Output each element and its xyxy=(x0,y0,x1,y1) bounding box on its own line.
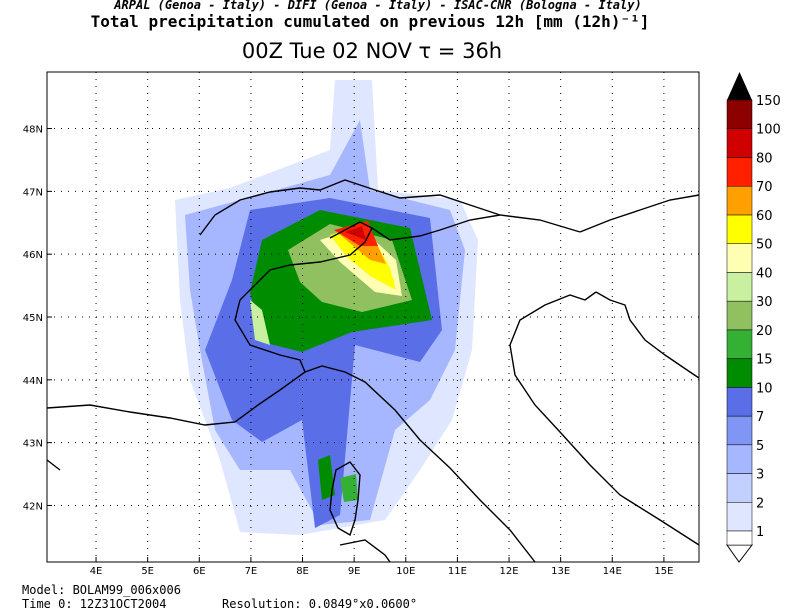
graticule xyxy=(47,72,699,562)
colorbar-label: 40 xyxy=(756,266,773,281)
colorbar-overflow xyxy=(727,72,752,100)
colorbar-segment xyxy=(726,243,753,273)
precip-area xyxy=(345,226,366,240)
precip-field xyxy=(175,80,478,535)
x-tick-label: 9E xyxy=(348,566,361,577)
y-tick-label: 47N xyxy=(23,187,43,198)
x-tick-label: 11E xyxy=(448,566,467,577)
colorbar-label: 1 xyxy=(756,525,764,540)
colorbar-label: 5 xyxy=(756,439,764,454)
colorbar-segment xyxy=(726,214,753,244)
colorbar-label: 80 xyxy=(756,151,773,166)
x-tick-label: 6E xyxy=(193,566,206,577)
subtitle: 00Z Tue 02 NOV τ = 36h xyxy=(242,39,502,63)
colorbar-segment xyxy=(726,444,753,474)
colorbar: 1 2 3 5 7 10 15 20 30 40 50 60 70 80 100 150 xyxy=(726,72,781,563)
x-tick-label: 10E xyxy=(396,566,415,577)
colorbar-segment xyxy=(726,272,753,302)
axes: 4E 5E 6E 7E 8E 9E 10E 11E 12E 13E 14E 15E 42N 43N 44N 4… xyxy=(23,125,674,577)
precip-area xyxy=(340,474,358,502)
x-tick-label: 15E xyxy=(654,566,673,577)
colorbar-segment xyxy=(726,157,753,187)
precip-area xyxy=(318,455,335,500)
y-tick-label: 44N xyxy=(23,376,43,387)
x-tick-label: 4E xyxy=(90,566,103,577)
precip-area xyxy=(330,224,396,290)
y-tick-label: 48N xyxy=(23,125,43,136)
colorbar-underflow xyxy=(726,544,754,563)
colorbar-label: 3 xyxy=(756,468,764,483)
colorbar-segment xyxy=(726,185,753,216)
credits: ARPAL (Genoa - Italy) - DIFI (Genoa - It… xyxy=(113,0,641,12)
colorbar-label: 30 xyxy=(756,295,773,310)
coastlines xyxy=(46,179,700,563)
x-tick-label: 14E xyxy=(603,566,622,577)
colorbar-segment xyxy=(726,128,753,158)
time: Time 0: 12Z31OCT2004 xyxy=(22,597,167,611)
colorbar-segment xyxy=(726,502,753,532)
resolution: Resolution: 0.0849°x0.0600° xyxy=(222,597,417,611)
colorbar-segment xyxy=(726,329,753,359)
colorbar-label: 70 xyxy=(756,180,773,195)
colorbar-label: 20 xyxy=(756,324,773,339)
y-tick-label: 42N xyxy=(23,501,43,512)
colorbar-segment xyxy=(726,300,753,331)
colorbar-label: 100 xyxy=(756,123,781,138)
model: Model: BOLAM99_006x006 xyxy=(22,583,181,597)
x-tick-label: 7E xyxy=(245,566,258,577)
x-tick-label: 8E xyxy=(296,566,309,577)
y-tick-label: 46N xyxy=(23,250,43,261)
colorbar-segment xyxy=(726,415,753,446)
colorbar-label: 15 xyxy=(756,353,773,368)
precip-area xyxy=(250,300,270,345)
x-tick-label: 12E xyxy=(500,566,519,577)
colorbar-segment xyxy=(726,358,753,388)
colorbar-segment xyxy=(726,473,753,503)
title: Total precipitation cumulated on previou… xyxy=(91,12,650,31)
colorbar-label: 50 xyxy=(756,238,773,253)
colorbar-label: 10 xyxy=(756,381,773,396)
y-tick-label: 45N xyxy=(23,313,43,324)
colorbar-label: 7 xyxy=(756,410,764,425)
colorbar-segment xyxy=(726,99,753,129)
colorbar-label: 150 xyxy=(756,94,781,109)
colorbar-segment xyxy=(726,387,753,417)
y-tick-label: 43N xyxy=(23,439,43,450)
colorbar-lower xyxy=(726,530,753,546)
x-tick-label: 13E xyxy=(551,566,570,577)
colorbar-label: 2 xyxy=(756,496,764,511)
x-tick-label: 5E xyxy=(141,566,154,577)
colorbar-label: 60 xyxy=(756,209,773,224)
